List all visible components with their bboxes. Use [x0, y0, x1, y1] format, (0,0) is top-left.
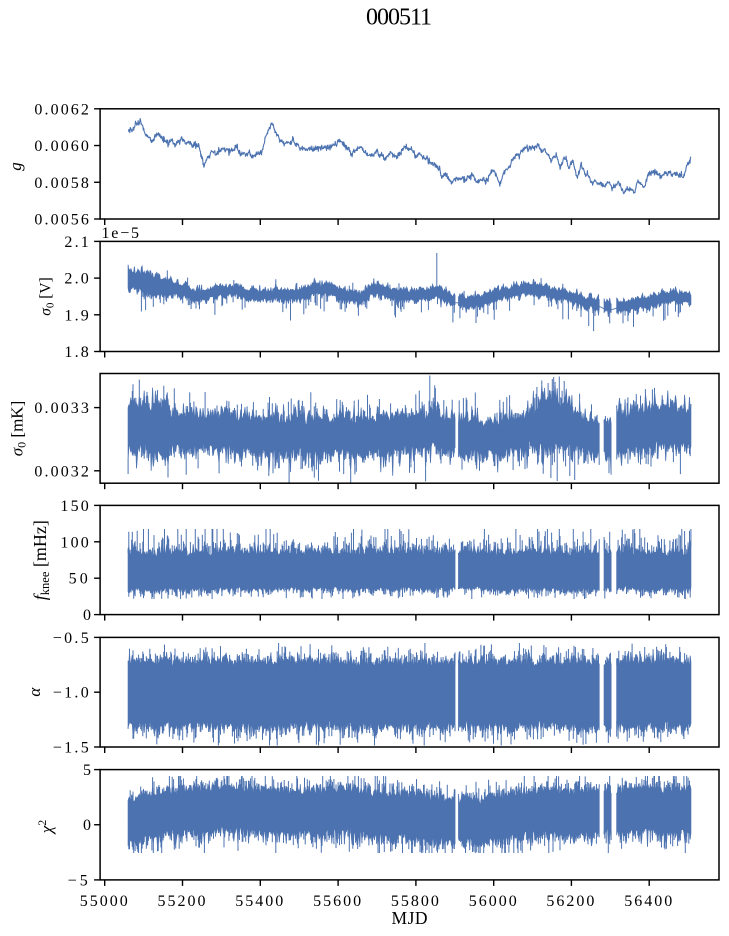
svg-text:55800: 55800 — [391, 893, 441, 910]
svg-text:56400: 56400 — [624, 893, 674, 910]
svg-text:1.8: 1.8 — [64, 344, 91, 361]
svg-text:56200: 56200 — [546, 893, 596, 910]
svg-text:1.9: 1.9 — [64, 307, 91, 324]
svg-text:−5: −5 — [68, 872, 91, 889]
svg-text:100: 100 — [60, 534, 91, 551]
svg-text:55600: 55600 — [313, 893, 363, 910]
svg-text:0.0032: 0.0032 — [34, 463, 91, 480]
svg-text:55200: 55200 — [158, 893, 208, 910]
svg-text:2.1: 2.1 — [64, 234, 91, 251]
svg-text:56000: 56000 — [469, 893, 519, 910]
svg-text:0.0058: 0.0058 — [34, 175, 91, 192]
svg-text:σ0 [mK]: σ0 [mK] — [8, 401, 29, 456]
svg-text:55400: 55400 — [235, 893, 285, 910]
svg-text:0.0056: 0.0056 — [34, 212, 91, 229]
svg-text:5: 5 — [83, 762, 91, 779]
svg-text:1e−5: 1e−5 — [102, 225, 141, 242]
svg-text:0.0060: 0.0060 — [34, 138, 91, 155]
svg-text:−0.5: −0.5 — [53, 630, 91, 647]
svg-text:α: α — [25, 687, 44, 697]
svg-text:MJD: MJD — [392, 908, 429, 928]
svg-text:0: 0 — [83, 607, 91, 624]
svg-text:50: 50 — [69, 571, 91, 588]
svg-text:χ2: χ2 — [35, 820, 56, 835]
svg-text:0.0062: 0.0062 — [34, 101, 91, 118]
svg-text:−1.0: −1.0 — [53, 685, 91, 702]
svg-text:000511: 000511 — [366, 5, 431, 31]
svg-text:2.0: 2.0 — [64, 271, 91, 288]
svg-text:−1.5: −1.5 — [53, 740, 91, 757]
svg-text:150: 150 — [60, 498, 91, 515]
svg-text:0.0033: 0.0033 — [34, 400, 91, 417]
svg-text:g: g — [6, 162, 25, 171]
svg-text:55000: 55000 — [80, 893, 130, 910]
svg-text:fknee [mHz]: fknee [mHz] — [30, 520, 52, 600]
svg-text:σ0 [V]: σ0 [V] — [38, 277, 57, 316]
svg-text:0: 0 — [83, 817, 91, 834]
